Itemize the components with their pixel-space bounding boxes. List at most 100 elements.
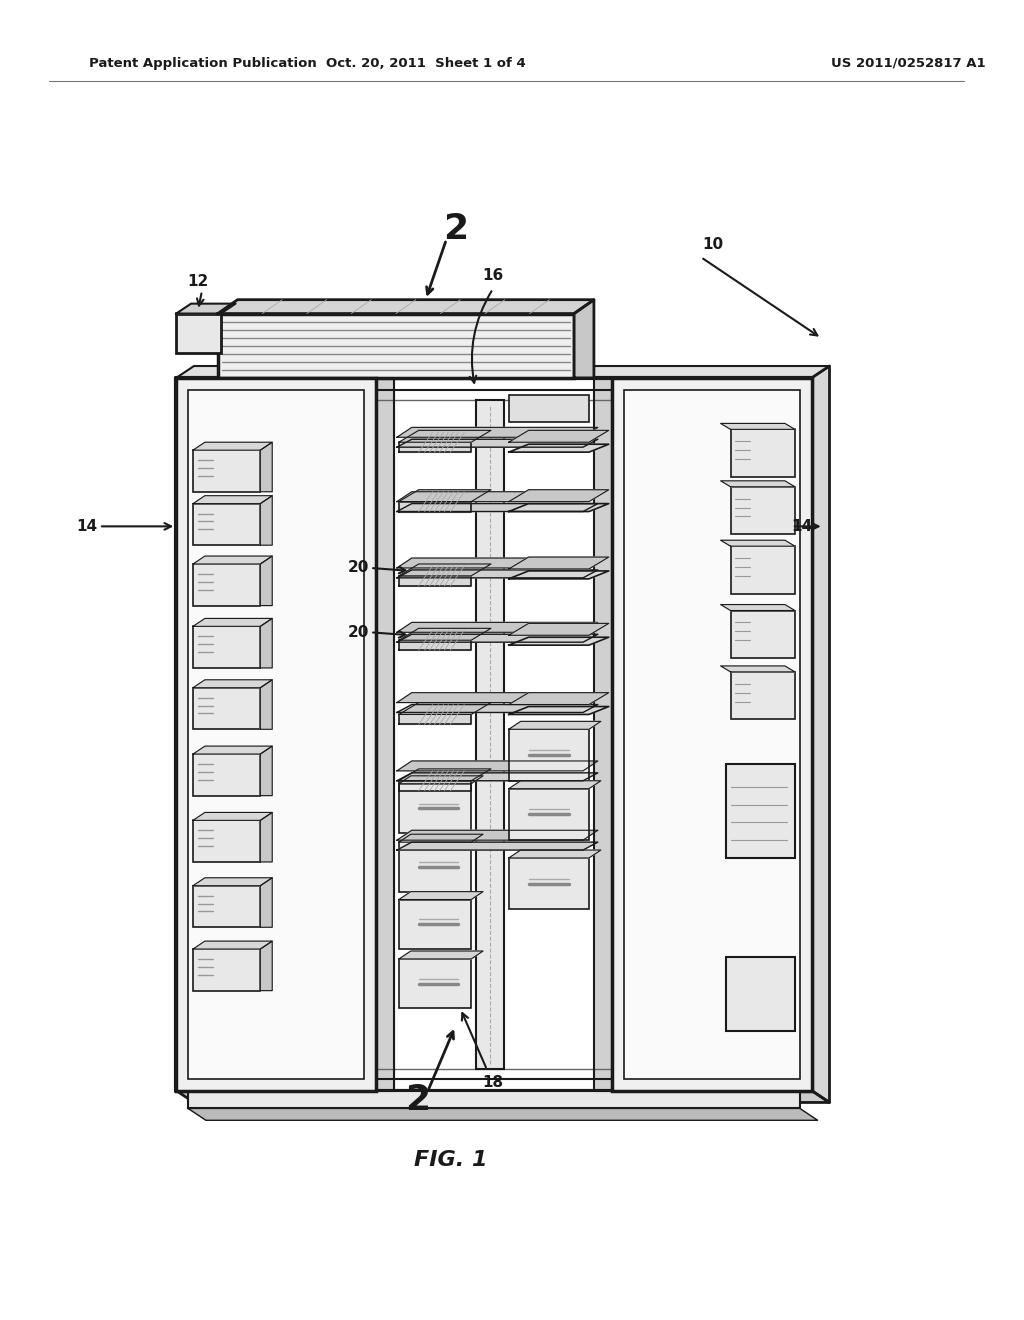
Polygon shape bbox=[397, 428, 598, 437]
Bar bbox=[509, 395, 589, 422]
Polygon shape bbox=[397, 570, 598, 578]
Polygon shape bbox=[509, 557, 608, 569]
Polygon shape bbox=[397, 760, 598, 771]
Bar bbox=[188, 389, 365, 1078]
Polygon shape bbox=[721, 424, 795, 429]
Bar bbox=[730, 487, 795, 535]
Polygon shape bbox=[509, 445, 608, 453]
Polygon shape bbox=[397, 635, 598, 643]
Polygon shape bbox=[260, 442, 272, 492]
Polygon shape bbox=[193, 680, 272, 688]
Polygon shape bbox=[193, 496, 272, 504]
Polygon shape bbox=[260, 941, 272, 990]
Polygon shape bbox=[399, 490, 490, 502]
Polygon shape bbox=[399, 564, 490, 576]
Bar bbox=[399, 958, 471, 1008]
Text: 18: 18 bbox=[482, 1076, 504, 1090]
Polygon shape bbox=[397, 558, 598, 568]
Bar bbox=[193, 688, 260, 729]
Polygon shape bbox=[509, 430, 608, 442]
Polygon shape bbox=[397, 492, 598, 502]
Polygon shape bbox=[188, 1109, 817, 1121]
Polygon shape bbox=[397, 440, 598, 447]
Bar bbox=[726, 764, 795, 858]
Polygon shape bbox=[397, 693, 598, 702]
Polygon shape bbox=[397, 623, 598, 632]
Bar bbox=[399, 899, 471, 949]
Polygon shape bbox=[721, 540, 795, 546]
Bar bbox=[193, 754, 260, 796]
Polygon shape bbox=[399, 834, 483, 842]
Polygon shape bbox=[397, 705, 598, 713]
Text: 14: 14 bbox=[77, 519, 97, 533]
Polygon shape bbox=[399, 430, 490, 442]
Bar bbox=[476, 400, 504, 1069]
Polygon shape bbox=[399, 780, 471, 791]
Polygon shape bbox=[399, 628, 490, 640]
Text: 2: 2 bbox=[442, 213, 468, 247]
Text: FIG. 1: FIG. 1 bbox=[414, 1150, 487, 1170]
Bar bbox=[193, 820, 260, 862]
Text: 12: 12 bbox=[187, 275, 209, 289]
Polygon shape bbox=[193, 878, 272, 886]
Text: Oct. 20, 2011  Sheet 1 of 4: Oct. 20, 2011 Sheet 1 of 4 bbox=[326, 57, 525, 70]
Bar bbox=[193, 627, 260, 668]
Bar bbox=[730, 611, 795, 659]
Bar bbox=[509, 788, 589, 840]
Bar bbox=[399, 842, 471, 891]
Polygon shape bbox=[193, 746, 272, 754]
Bar bbox=[193, 886, 260, 927]
Polygon shape bbox=[399, 950, 483, 958]
Bar bbox=[399, 784, 471, 833]
Polygon shape bbox=[399, 891, 483, 899]
Bar bbox=[176, 314, 221, 354]
Polygon shape bbox=[509, 504, 608, 512]
Text: 10: 10 bbox=[702, 236, 723, 252]
Polygon shape bbox=[260, 680, 272, 729]
Text: 2: 2 bbox=[406, 1084, 430, 1118]
Polygon shape bbox=[193, 619, 272, 627]
Text: 20: 20 bbox=[347, 624, 369, 640]
Polygon shape bbox=[721, 665, 795, 672]
Bar bbox=[193, 450, 260, 492]
Polygon shape bbox=[509, 721, 601, 729]
Polygon shape bbox=[509, 623, 608, 635]
Bar bbox=[624, 389, 800, 1078]
Polygon shape bbox=[399, 502, 471, 512]
Polygon shape bbox=[260, 619, 272, 668]
Polygon shape bbox=[397, 504, 598, 512]
Polygon shape bbox=[397, 772, 598, 780]
Bar bbox=[176, 378, 376, 1090]
Text: Patent Application Publication: Patent Application Publication bbox=[89, 57, 316, 70]
Polygon shape bbox=[193, 941, 272, 949]
Polygon shape bbox=[509, 490, 608, 502]
Bar bbox=[193, 949, 260, 990]
Bar bbox=[218, 314, 574, 378]
Polygon shape bbox=[574, 300, 594, 378]
Polygon shape bbox=[260, 746, 272, 796]
Bar bbox=[509, 858, 589, 909]
Polygon shape bbox=[176, 366, 829, 378]
Polygon shape bbox=[193, 442, 272, 450]
Polygon shape bbox=[509, 850, 601, 858]
Polygon shape bbox=[260, 496, 272, 545]
Text: 16: 16 bbox=[482, 268, 504, 284]
Bar bbox=[730, 672, 795, 719]
Bar bbox=[193, 564, 260, 606]
Polygon shape bbox=[399, 768, 490, 780]
Polygon shape bbox=[218, 300, 594, 314]
Polygon shape bbox=[812, 366, 829, 1102]
Polygon shape bbox=[399, 714, 471, 725]
Polygon shape bbox=[176, 304, 236, 314]
Polygon shape bbox=[399, 640, 471, 651]
Polygon shape bbox=[397, 842, 598, 850]
Polygon shape bbox=[260, 812, 272, 862]
Polygon shape bbox=[176, 1090, 829, 1102]
Polygon shape bbox=[509, 706, 608, 714]
Bar bbox=[188, 1090, 800, 1109]
Polygon shape bbox=[399, 442, 471, 453]
Polygon shape bbox=[397, 830, 598, 840]
Polygon shape bbox=[399, 702, 490, 714]
Polygon shape bbox=[509, 693, 608, 705]
Polygon shape bbox=[399, 776, 483, 784]
